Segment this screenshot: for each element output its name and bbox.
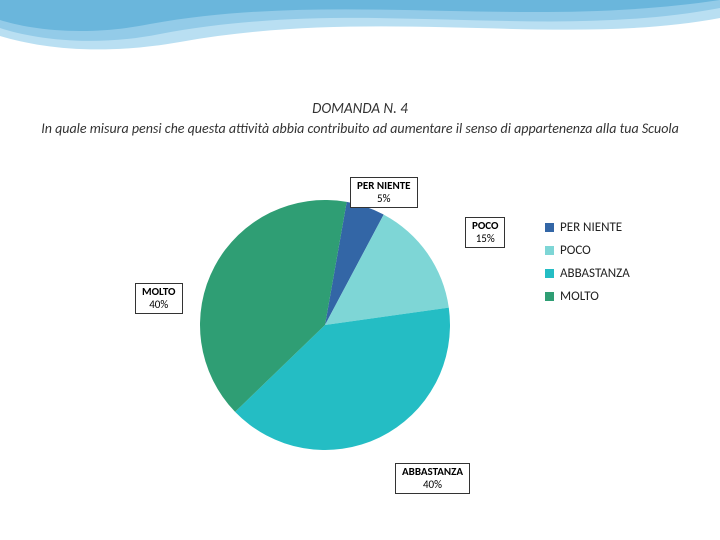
legend-swatch	[545, 223, 554, 232]
pie-chart	[200, 200, 450, 450]
legend-item-per-niente: PER NIENTE	[545, 220, 630, 235]
title-sub: In quale misura pensi che questa attivit…	[40, 120, 680, 138]
chart-area: PER NIENTE 5% POCO 15% ABBASTANZA 40% MO…	[0, 175, 720, 505]
callout-abbastanza: ABBASTANZA 40%	[395, 463, 470, 494]
callout-label: PER NIENTE	[357, 180, 411, 193]
legend-label: MOLTO	[560, 289, 599, 304]
background-swoosh	[0, 0, 720, 100]
swoosh-path-3	[0, 0, 720, 31]
callout-per-niente: PER NIENTE 5%	[350, 177, 418, 208]
title-main: DOMANDA N. 4	[40, 100, 680, 118]
legend-swatch	[545, 292, 554, 301]
callout-label: MOLTO	[142, 286, 176, 299]
swoosh-path-2	[0, 0, 720, 41]
callout-pct: 40%	[402, 479, 463, 492]
legend-label: PER NIENTE	[560, 220, 622, 235]
pie-svg	[200, 200, 450, 450]
legend: PER NIENTE POCO ABBASTANZA MOLTO	[545, 220, 630, 312]
legend-swatch	[545, 269, 554, 278]
callout-molto: MOLTO 40%	[135, 283, 183, 314]
callout-label: POCO	[472, 220, 498, 233]
callout-pct: 5%	[357, 193, 411, 206]
legend-label: ABBASTANZA	[560, 266, 630, 281]
callout-poco: POCO 15%	[465, 217, 505, 248]
callout-label: ABBASTANZA	[402, 466, 463, 479]
legend-item-molto: MOLTO	[545, 289, 630, 304]
legend-label: POCO	[560, 243, 591, 258]
swoosh-path-1	[0, 0, 720, 49]
legend-swatch	[545, 246, 554, 255]
legend-item-abbastanza: ABBASTANZA	[545, 266, 630, 281]
callout-pct: 40%	[142, 299, 176, 312]
legend-item-poco: POCO	[545, 243, 630, 258]
title-block: DOMANDA N. 4 In quale misura pensi che q…	[40, 100, 680, 138]
callout-pct: 15%	[472, 233, 498, 246]
